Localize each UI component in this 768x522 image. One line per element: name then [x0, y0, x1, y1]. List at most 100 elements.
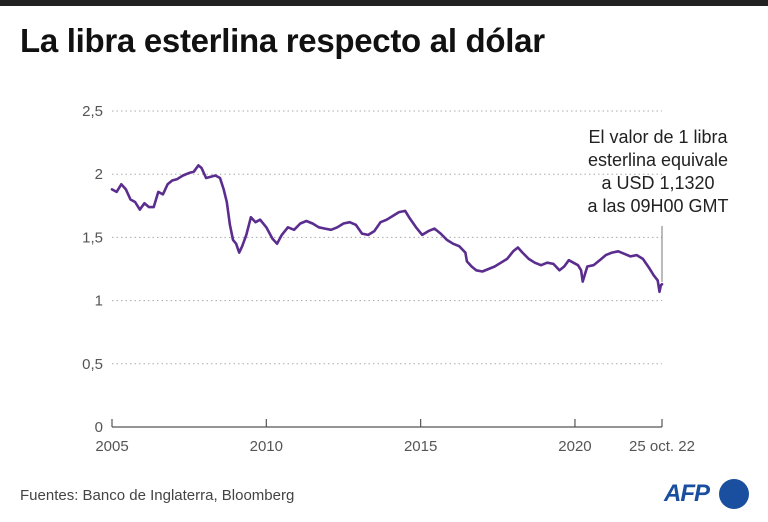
data-point [293, 228, 295, 231]
data-point [148, 206, 150, 209]
data-point [259, 218, 261, 221]
data-point [617, 250, 620, 253]
data-point [232, 239, 234, 241]
data-point [317, 226, 320, 229]
annotation-text-line: a USD 1,1320 [601, 173, 714, 193]
data-point [604, 254, 607, 256]
data-point [129, 198, 132, 201]
data-point [336, 226, 339, 229]
data-point [577, 264, 579, 267]
data-point [458, 245, 461, 248]
data-point [200, 167, 203, 169]
data-point [225, 201, 228, 203]
data-point [652, 274, 655, 277]
data-point [324, 227, 326, 230]
data-point [125, 188, 127, 191]
data-point [245, 234, 248, 236]
data-point [527, 258, 530, 260]
data-point [287, 226, 289, 229]
series-line-gbp-usd [110, 164, 664, 294]
data-point [205, 177, 208, 179]
x-axis [111, 419, 663, 428]
data-point [567, 259, 570, 262]
data-point [658, 290, 661, 293]
data-point [580, 269, 582, 272]
data-point [521, 251, 524, 254]
data-point [280, 234, 283, 236]
data-point [586, 265, 589, 268]
data-point [421, 234, 424, 236]
annotation-text-line: a las 09H00 GMT [587, 196, 728, 216]
data-point [558, 269, 561, 272]
data-point [229, 223, 231, 226]
data-point [392, 215, 394, 217]
data-point [533, 261, 536, 264]
data-point [398, 211, 400, 214]
data-point [659, 284, 662, 287]
data-point [265, 226, 268, 229]
data-point [427, 230, 430, 233]
data-point [415, 226, 417, 229]
data-point [250, 216, 252, 219]
data-point [182, 174, 184, 177]
line-chart: 00,511,522,5 2005 2010 2015 2020 25 oct. 22 … [82, 103, 728, 455]
data-point [197, 164, 200, 167]
data-point [487, 268, 490, 270]
data-point [166, 183, 169, 186]
data-point [330, 228, 332, 231]
data-point [408, 217, 411, 220]
y-tick-label: 2,5 [82, 103, 103, 120]
data-point [373, 230, 376, 233]
data-point [464, 251, 467, 254]
data-point [452, 242, 454, 245]
y-tick-label: 0 [95, 419, 103, 436]
gridlines [112, 110, 662, 365]
data-point [475, 269, 478, 272]
data-point [111, 188, 113, 191]
data-point [241, 245, 244, 248]
data-point [354, 223, 357, 226]
data-point [305, 220, 308, 222]
data-point [152, 206, 155, 209]
data-point [552, 263, 555, 265]
page-title: La libra esterlina respecto al dólar [20, 22, 545, 59]
y-tick-label: 1 [95, 293, 103, 310]
data-point [466, 260, 468, 263]
data-point [222, 188, 225, 191]
afp-logo-text: AFP [664, 480, 710, 507]
data-point [656, 279, 659, 282]
data-point [661, 283, 663, 286]
data-point [635, 254, 638, 256]
x-tick-label: 2015 [404, 438, 437, 455]
data-point [235, 242, 238, 245]
data-point [143, 202, 146, 205]
data-point [481, 270, 484, 273]
x-tick-label: 2020 [558, 438, 591, 455]
data-point [138, 208, 141, 211]
data-point [648, 266, 650, 269]
y-axis-tick-labels: 0 0,5 1 1,5 2 2,5 [82, 103, 103, 436]
data-point [134, 201, 137, 203]
data-point [611, 251, 613, 254]
data-point [175, 178, 178, 181]
data-point [500, 261, 502, 264]
data-point [192, 170, 195, 173]
x-tick-label: 2005 [95, 438, 128, 455]
data-point [623, 252, 626, 255]
data-point [404, 210, 407, 212]
top-bar [0, 0, 768, 6]
data-point [342, 222, 345, 225]
data-point [512, 250, 515, 253]
data-point [271, 237, 274, 240]
y-tick-label: 2 [95, 166, 103, 183]
data-point [439, 232, 442, 235]
data-point [540, 264, 542, 267]
data-point [470, 265, 473, 268]
x-tick-label: 2010 [250, 438, 283, 455]
data-point [162, 193, 164, 196]
data-point [299, 222, 302, 225]
data-point [276, 242, 278, 245]
data-point [517, 246, 519, 249]
y-tick-label: 1,5 [82, 229, 103, 246]
data-point [598, 259, 601, 262]
